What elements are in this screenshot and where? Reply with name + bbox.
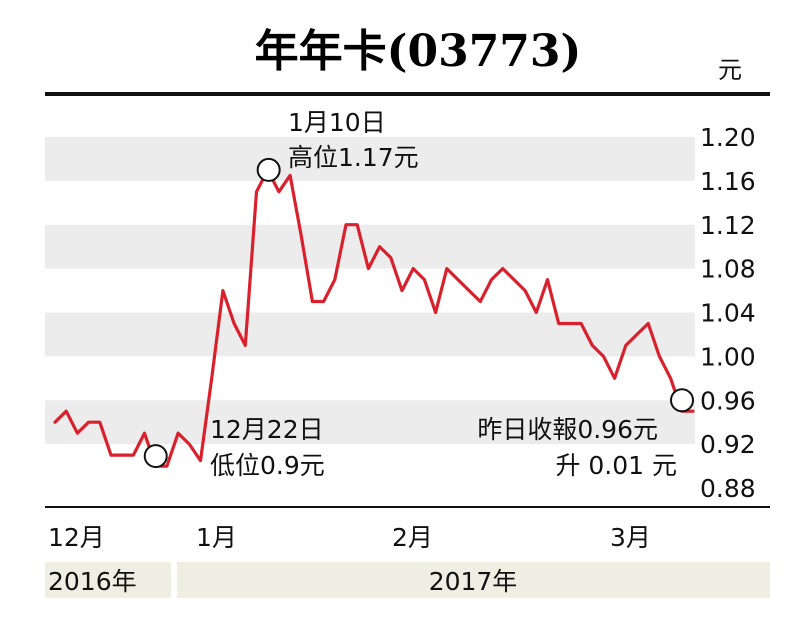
close-annotation-text: 昨日收報0.96元	[477, 415, 658, 444]
year-bar-2017	[177, 562, 770, 598]
y-tick-label: 1.20	[700, 123, 756, 152]
last-close-marker	[670, 388, 694, 413]
low-annotation-date: 12月22日	[210, 415, 324, 444]
year-bar-2016	[45, 562, 171, 598]
y-axis-ticks: 1.20 1.16 1.12 1.08 1.04 1.00 0.96 0.92 0.88	[700, 123, 756, 503]
grid-bands	[45, 137, 695, 445]
y-tick-label: 1.16	[700, 167, 756, 196]
high-point-marker	[256, 157, 281, 182]
y-tick-label: 1.00	[700, 342, 756, 371]
grid-band	[45, 400, 695, 445]
chart-title: 年年卡(03773)	[255, 26, 582, 77]
month-label-feb: 2月	[392, 523, 433, 552]
high-annotation-date: 1月10日	[288, 108, 386, 137]
y-tick-label: 0.92	[700, 430, 756, 459]
title-rule	[45, 92, 770, 96]
year-label-2016: 2016年	[48, 567, 137, 596]
month-label-jan: 1月	[196, 523, 237, 552]
y-tick-label: 0.88	[700, 474, 756, 503]
high-annotation-value: 高位1.17元	[288, 143, 419, 172]
low-point-marker	[143, 444, 168, 469]
month-label-dec: 12月	[48, 523, 105, 552]
grid-band	[45, 137, 695, 181]
y-tick-label: 1.04	[700, 299, 756, 328]
year-label-2017: 2017年	[429, 567, 518, 596]
y-tick-label: 1.12	[700, 211, 756, 240]
y-tick-label: 0.96	[700, 386, 756, 415]
unit-label: 元	[718, 56, 742, 84]
grid-band	[45, 224, 695, 269]
low-annotation-value: 低位0.9元	[210, 451, 325, 480]
change-annotation-text: 升 0.01 元	[555, 451, 677, 480]
y-tick-label: 1.08	[700, 255, 756, 284]
month-label-mar: 3月	[610, 523, 651, 552]
